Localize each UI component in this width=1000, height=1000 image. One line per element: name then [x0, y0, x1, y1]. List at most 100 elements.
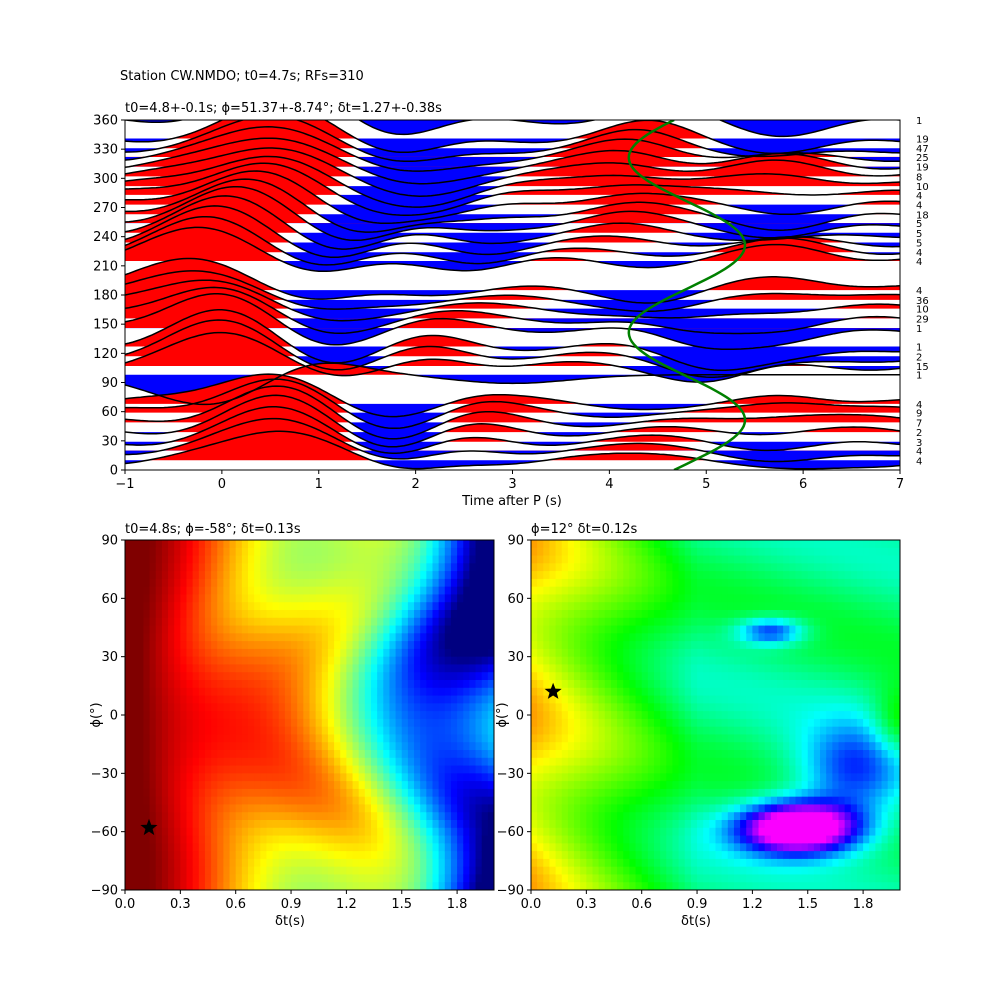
heatmap-cell [764, 586, 772, 596]
heatmap-cell [672, 594, 680, 603]
heatmap-cell [297, 835, 304, 844]
heatmap-cell [131, 750, 138, 759]
heatmap-cell [715, 820, 723, 829]
heatmap-cell [383, 866, 391, 876]
heatmap-cell [278, 578, 286, 588]
heatmap-cell [358, 695, 366, 704]
heatmap-cell [401, 781, 409, 790]
heatmap-cell [727, 734, 735, 743]
heatmap-cell [746, 555, 753, 564]
heatmap-cell [598, 827, 606, 837]
heatmap-cell [161, 703, 169, 712]
heatmap-cell [321, 703, 329, 712]
heatmap-cell [623, 874, 630, 883]
heatmap-cell [137, 578, 145, 588]
heatmap-cell [420, 742, 427, 751]
heatmap-cell [346, 851, 354, 860]
heatmap-cell [407, 594, 415, 603]
heatmap-cell [746, 586, 753, 596]
heatmap-cell [297, 812, 304, 821]
heatmap-cell [174, 804, 181, 813]
heatmap-cell [690, 765, 698, 774]
heatmap-cell [672, 547, 680, 557]
heatmap-cell [715, 578, 723, 588]
heatmap-cell [371, 578, 378, 588]
heatmap-cell [758, 827, 766, 837]
heatmap-cell [574, 703, 581, 712]
heatmap-cell [450, 718, 458, 728]
heatmap-x-tick-label: 1.2 [336, 897, 357, 912]
heatmap-cell [444, 547, 452, 557]
heatmap-cell [161, 781, 169, 790]
heatmap-cell [414, 664, 421, 673]
heatmap-cell [291, 874, 298, 883]
heatmap-cell [813, 578, 821, 588]
heatmap-cell [758, 734, 766, 743]
heatmap-cell [457, 641, 464, 650]
heatmap-cell [635, 617, 643, 627]
heatmap-cell [346, 742, 354, 751]
heatmap-cell [610, 594, 618, 603]
heatmap-cell [266, 555, 274, 564]
heatmap-cell [690, 578, 698, 588]
heatmap-cell [715, 804, 723, 813]
heatmap-cell [469, 835, 477, 844]
heatmap-cell [450, 578, 458, 588]
heatmap-cell [266, 711, 274, 720]
heatmap-cell [131, 625, 138, 634]
heatmap-cell [266, 757, 274, 767]
heatmap-cell [592, 734, 600, 743]
heatmap-cell [426, 820, 434, 829]
heatmap-cell [469, 812, 477, 821]
heatmap-cell [334, 703, 341, 712]
heatmap-cell [346, 610, 354, 619]
heatmap-cell [746, 742, 753, 751]
heatmap-cell [198, 594, 206, 603]
heatmap-cell [241, 726, 249, 736]
heatmap-cell [352, 594, 360, 603]
heatmap-cell [610, 625, 618, 634]
heatmap-cell [168, 796, 175, 806]
heatmap-cell [684, 718, 692, 728]
heatmap-cell [371, 711, 378, 720]
heatmap-cell [697, 874, 704, 883]
heatmap-cell [444, 726, 452, 736]
heatmap-cell [414, 594, 421, 603]
heatmap-cell [654, 866, 661, 876]
heatmap-cell [715, 726, 723, 736]
heatmap-cell [371, 586, 378, 596]
heatmap-cell [149, 796, 157, 806]
heatmap-cell [346, 555, 354, 564]
heatmap-cell [438, 820, 446, 829]
heatmap-cell [254, 571, 261, 580]
heatmap-cell [444, 633, 452, 642]
heatmap-cell [580, 866, 587, 876]
heatmap-cell [248, 680, 255, 689]
heatmap-cell [684, 672, 692, 681]
heatmap-cell [777, 765, 784, 774]
heatmap-cell [746, 687, 753, 697]
heatmap-cell [654, 827, 661, 837]
heatmap-cell [586, 773, 594, 782]
heatmap-cell [161, 874, 169, 883]
heatmap-cell [432, 656, 440, 666]
heatmap-cell [801, 874, 809, 883]
heatmap-cell [543, 695, 551, 704]
heatmap-cell [438, 648, 446, 658]
heatmap-cell [192, 586, 200, 596]
heatmap-cell [574, 788, 581, 798]
heatmap-cell [278, 540, 286, 549]
heatmap-cell [777, 625, 784, 634]
heatmap-cell [727, 610, 735, 619]
heatmap-cell [327, 617, 335, 627]
heatmap-x-tick-label: 0.6 [225, 897, 246, 912]
heatmap-cell [623, 734, 630, 743]
heatmap-cell [383, 750, 391, 759]
heatmap-cell [807, 540, 815, 549]
heatmap-cell [223, 851, 231, 860]
heatmap-cell [543, 703, 551, 712]
heatmap-cell [192, 641, 200, 650]
heatmap-cell [161, 726, 169, 736]
heatmap-cell [752, 711, 760, 720]
heatmap-cell [709, 835, 717, 844]
